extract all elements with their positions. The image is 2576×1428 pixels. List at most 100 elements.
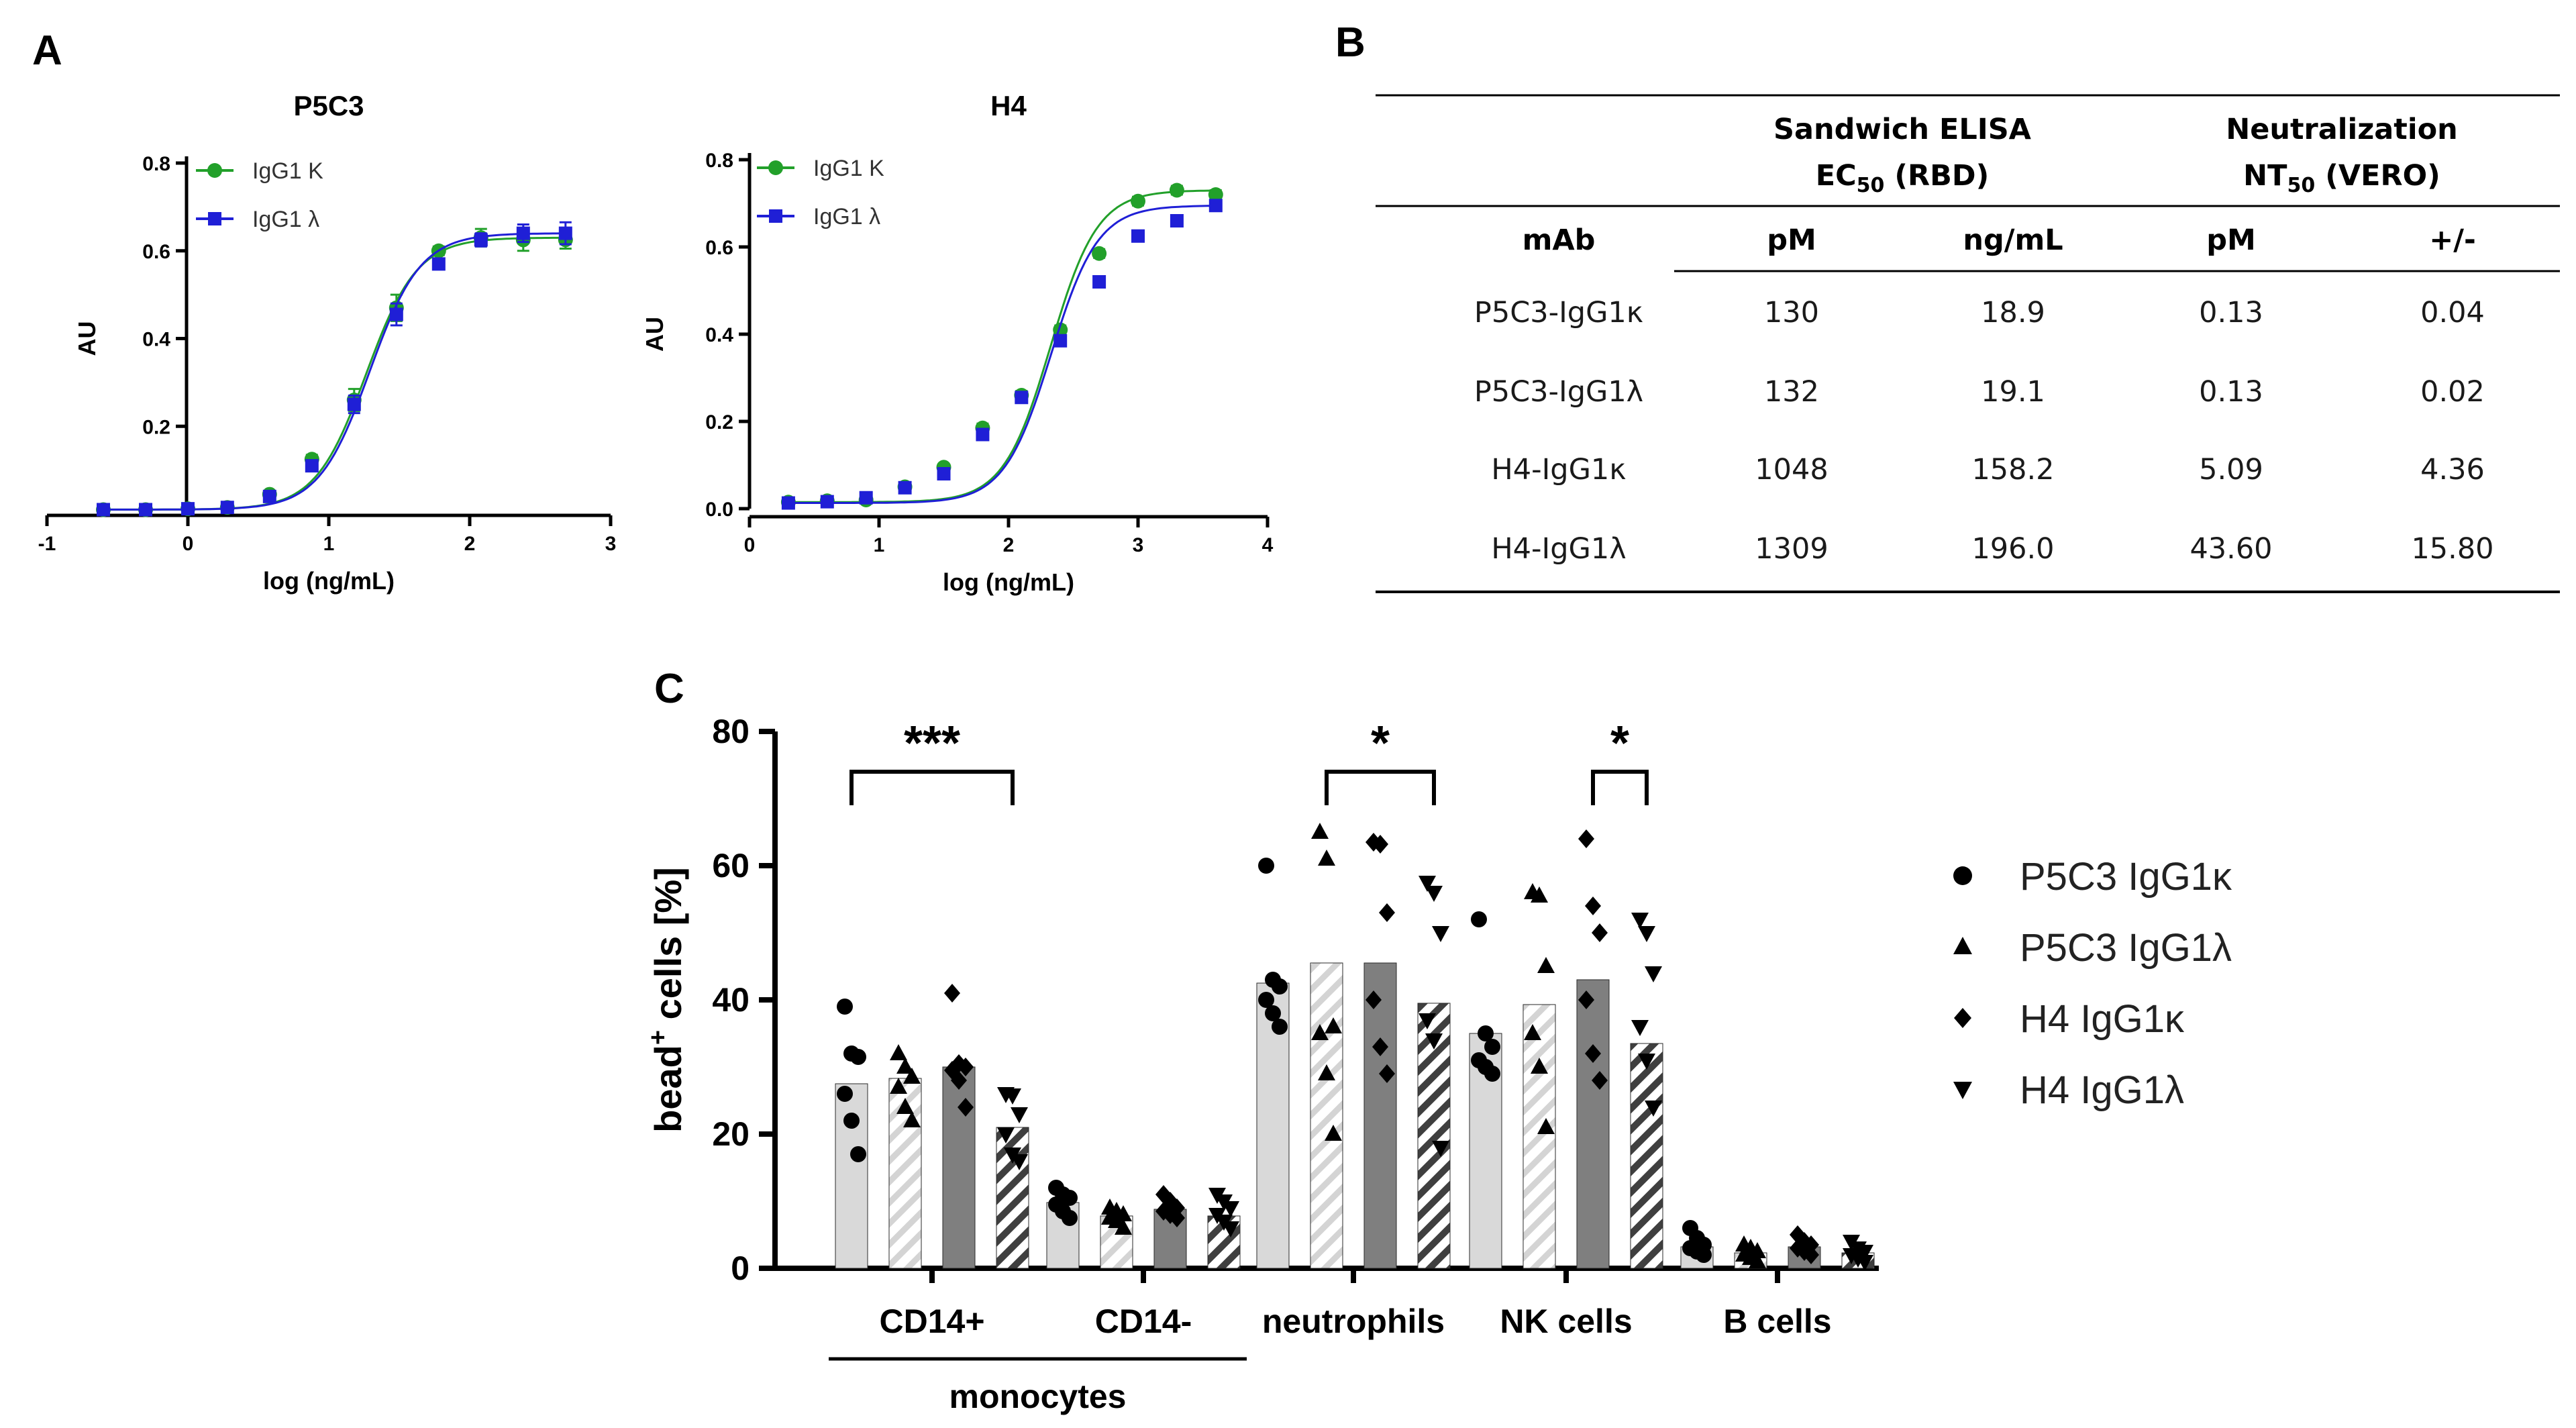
y-tick-label: 0.8 [705,150,733,172]
fit-curve [100,236,568,511]
legend-marker [1953,866,1972,885]
x-tick-label: 2 [464,533,476,555]
data-point [1749,1252,1766,1268]
data-point [843,1113,860,1129]
data-point [1208,199,1223,213]
data-point [1638,1054,1655,1070]
data-point [1471,911,1487,927]
data-point [1258,858,1274,874]
group-label: monocytes [949,1378,1127,1415]
subheader-main: EC [1816,159,1857,193]
chart-title: H4 [990,90,1027,121]
y-tick-label: 0.4 [705,324,733,346]
table-cell: 5.09 [2199,453,2263,487]
column-header: mAb [1523,223,1596,257]
data-point [1578,829,1594,848]
data-point [1432,926,1449,942]
y-axis-label-main: bead [647,1045,689,1133]
data-point [859,491,873,505]
data-point [903,1111,921,1127]
table-cell: 130 [1764,296,1819,329]
table-cell: 0.13 [2199,375,2263,409]
data-point [997,1127,1015,1143]
data-point [1379,903,1395,922]
bar [1630,1043,1663,1269]
y-axis-label: AU [73,321,101,356]
chart-p5c3: P5C3 -1 0 1 2 3 0.2 0.4 0.6 0.8 log (ng/mL) AU IgG1 … [38,90,617,595]
data-point [896,1058,914,1074]
data-point [1537,1118,1555,1134]
column-header: ng/mL [1963,223,2063,257]
data-point [1318,850,1335,866]
y-axis-label: AU [641,317,668,352]
data-point [262,489,276,503]
data-point [1131,229,1145,243]
legend-label: IgG1 λ [813,204,880,230]
data-point [389,307,403,321]
legend-label: H4 IgG1λ [2020,1068,2184,1112]
data-point [1011,1154,1028,1170]
category-label: B cells [1723,1303,1831,1340]
data-point [1115,1219,1132,1235]
table-cell: 1309 [1755,532,1828,566]
data-point [1645,1101,1662,1117]
data-point [1585,1044,1601,1063]
data-point [1578,990,1594,1009]
data-point [347,397,361,411]
data-point [1318,1064,1335,1080]
x-tick-label: 1 [323,533,335,555]
data-point [850,1146,866,1162]
x-tick-label: 4 [1262,534,1274,556]
subheader-tail: (RBD) [1884,159,1989,193]
bar [1523,1004,1556,1269]
data-point [1265,1005,1281,1021]
subheader-tail: (VERO) [2315,159,2440,193]
data-point [1531,1058,1548,1074]
table-cell: 18.9 [1981,296,2045,329]
legend-label: P5C3 IgG1λ [2020,926,2232,970]
data-point [1011,1107,1028,1123]
legend-label: IgG1 K [252,158,323,184]
significance-bracket [1591,770,1649,805]
bar [1310,962,1343,1269]
group-subheader: NT50 (VERO) [2243,159,2440,197]
chart-h4: H4 0 1 2 3 4 0.0 0.2 0.4 0.6 0.8 log (ng/mL) AU IgG1 … [641,90,1274,596]
data-point [1484,1039,1500,1055]
data-point [1062,1190,1078,1206]
table-cell: 43.60 [2189,532,2272,566]
subheader-subscript: 50 [1857,174,1885,197]
data-point [820,495,834,509]
table-cell: 1048 [1755,453,1828,487]
data-point [937,467,951,480]
legend-marker [769,209,782,223]
data-point [558,226,572,240]
significance-label: * [1610,717,1629,770]
y-axis-label: bead+ cells [%] [644,867,689,1133]
data-point [1170,214,1184,227]
fit-curve [100,232,568,511]
table-cell: 0.02 [2420,375,2485,409]
y-tick-label: 0 [731,1250,750,1287]
data-point [516,226,530,240]
data-point [1531,886,1548,903]
x-tick-label: 0 [744,534,756,556]
row-label: P5C3-IgG1κ [1474,296,1643,329]
data-point [1053,334,1068,348]
data-point [958,1058,974,1076]
panel-label-b: B [1335,19,1366,66]
chart-title: P5C3 [293,90,364,121]
row-label: H4-IgG1κ [1491,453,1626,487]
y-tick-label: 0.8 [142,153,170,175]
data-point [220,501,234,515]
data-point [1311,823,1329,839]
legend-marker [1953,1082,1972,1099]
y-tick-label: 80 [712,713,750,750]
bar [1363,962,1397,1269]
bead-positive-cells-chart: 0 20 40 60 80 bead+ cells [%] CD14+ CD14- neutro… [644,713,2232,1415]
data-point [97,503,110,517]
data-point [1432,1141,1449,1157]
x-tick-label: 1 [874,534,885,556]
data-point [1425,1033,1443,1050]
